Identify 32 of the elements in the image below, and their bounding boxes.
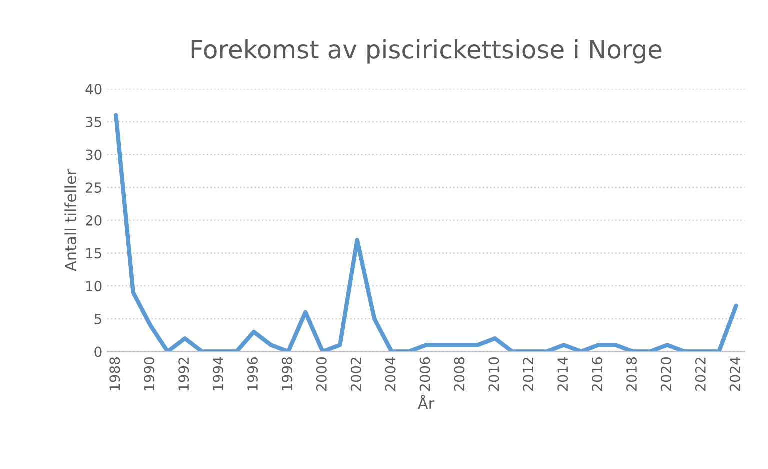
x-tick-label: 1996 bbox=[247, 357, 258, 390]
x-tick-label: 2014 bbox=[558, 357, 568, 391]
x-tick-label: 2008 bbox=[454, 358, 465, 391]
y-axis-title: Antall tilfeller bbox=[64, 169, 76, 272]
x-tick-label: 2002 bbox=[350, 358, 362, 391]
y-tick-label: 35 bbox=[86, 116, 102, 128]
y-tick-label: 15 bbox=[86, 248, 102, 259]
x-tick-label: 1994 bbox=[213, 357, 224, 390]
x-tick-label: 1992 bbox=[178, 358, 190, 390]
x-tick-label: 2018 bbox=[626, 358, 638, 391]
x-tick-label: 2020 bbox=[660, 358, 672, 391]
x-tick-label: 1998 bbox=[282, 358, 292, 390]
x-tick-label: 1988 bbox=[110, 358, 120, 390]
x-tick-label: 2024 bbox=[730, 357, 740, 391]
y-tick-label: 5 bbox=[94, 314, 102, 324]
x-tick-label: 2016 bbox=[592, 357, 603, 391]
chart-title: Forekomst av piscirickettsiose i Norge bbox=[192, 40, 662, 64]
x-tick-label: 2022 bbox=[695, 358, 706, 391]
y-tick-label: 30 bbox=[86, 150, 102, 160]
x-tick-label: 2012 bbox=[523, 358, 534, 391]
line-series bbox=[114, 113, 738, 352]
y-tick-label: 40 bbox=[86, 84, 102, 95]
x-tick-label: 2004 bbox=[385, 357, 396, 391]
x-axis-title: År bbox=[418, 394, 435, 410]
x-tick-label: 2000 bbox=[316, 358, 327, 391]
y-tick-label: 20 bbox=[86, 215, 102, 226]
x-tick-label: 2010 bbox=[488, 358, 500, 391]
y-tick-label: 10 bbox=[86, 281, 102, 292]
x-tick-label: 2006 bbox=[420, 357, 430, 391]
y-tick-label: 0 bbox=[94, 346, 102, 358]
x-tick-label: 1990 bbox=[144, 358, 155, 390]
y-tick-label: 25 bbox=[86, 182, 102, 194]
